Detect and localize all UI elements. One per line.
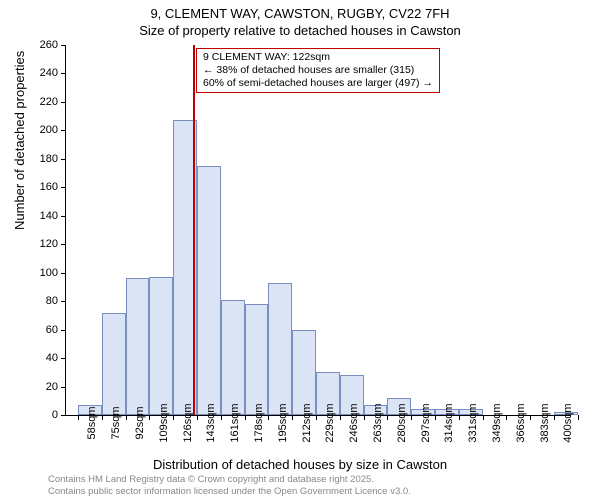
y-axis-label: Number of detached properties: [12, 51, 27, 230]
x-tick-label: 349sqm: [491, 403, 503, 442]
x-tick-label: 75sqm: [110, 406, 122, 439]
chart-container: 9, CLEMENT WAY, CAWSTON, RUGBY, CV22 7FH…: [0, 0, 600, 500]
x-tick-label: 195sqm: [277, 403, 289, 442]
x-tick-label: 366sqm: [515, 403, 527, 442]
plot-area: 02040608010012014016018020022024026058sq…: [65, 45, 571, 416]
y-tick-label: 100: [28, 267, 58, 279]
x-tick-label: 178sqm: [253, 403, 265, 442]
x-tick-label: 400sqm: [562, 403, 574, 442]
footer-line-2: Contains public sector information licen…: [48, 486, 411, 498]
x-tick-label: 280sqm: [396, 403, 408, 442]
x-tick-label: 58sqm: [86, 406, 98, 439]
y-tick-label: 220: [28, 96, 58, 108]
x-tick-label: 109sqm: [158, 403, 170, 442]
y-tick-label: 200: [28, 124, 58, 136]
annotation-line-3: 60% of semi-detached houses are larger (…: [203, 77, 433, 90]
y-tick-label: 240: [28, 67, 58, 79]
histogram-bar: [221, 300, 245, 415]
histogram-bar: [197, 166, 221, 415]
histogram-bar: [126, 278, 150, 415]
x-tick-label: 263sqm: [372, 403, 384, 442]
x-tick-label: 126sqm: [182, 403, 194, 442]
x-tick-label: 161sqm: [229, 403, 241, 442]
y-tick-label: 260: [28, 39, 58, 51]
x-tick-label: 92sqm: [134, 406, 146, 439]
x-tick-label: 246sqm: [348, 403, 360, 442]
y-tick-label: 0: [28, 409, 58, 421]
x-tick-label: 314sqm: [443, 403, 455, 442]
x-tick-label: 229sqm: [324, 403, 336, 442]
y-tick-label: 80: [28, 295, 58, 307]
x-tick-label: 212sqm: [301, 403, 313, 442]
y-tick-label: 60: [28, 324, 58, 336]
histogram-bar: [268, 283, 292, 415]
footer: Contains HM Land Registry data © Crown c…: [48, 474, 411, 498]
y-tick-label: 40: [28, 352, 58, 364]
histogram-bar: [245, 304, 269, 415]
x-tick-label: 297sqm: [420, 403, 432, 442]
annotation-line-1: 9 CLEMENT WAY: 122sqm: [203, 51, 433, 64]
histogram-bar: [292, 330, 316, 415]
y-tick-label: 160: [28, 181, 58, 193]
annotation-box: 9 CLEMENT WAY: 122sqm← 38% of detached h…: [196, 48, 440, 93]
x-tick-label: 143sqm: [205, 403, 217, 442]
title-line-1: 9, CLEMENT WAY, CAWSTON, RUGBY, CV22 7FH: [0, 6, 600, 23]
footer-line-1: Contains HM Land Registry data © Crown c…: [48, 474, 411, 486]
x-tick-label: 383sqm: [539, 403, 551, 442]
y-tick-label: 20: [28, 381, 58, 393]
annotation-line-2: ← 38% of detached houses are smaller (31…: [203, 64, 433, 77]
x-tick-label: 331sqm: [467, 403, 479, 442]
y-tick-label: 120: [28, 238, 58, 250]
histogram-bar: [102, 313, 126, 415]
histogram-bar: [149, 277, 173, 415]
reference-line: [193, 45, 195, 415]
y-tick-label: 180: [28, 153, 58, 165]
chart-titles: 9, CLEMENT WAY, CAWSTON, RUGBY, CV22 7FH…: [0, 6, 600, 40]
x-axis-label: Distribution of detached houses by size …: [0, 457, 600, 472]
y-tick-label: 140: [28, 210, 58, 222]
title-line-2: Size of property relative to detached ho…: [0, 23, 600, 40]
